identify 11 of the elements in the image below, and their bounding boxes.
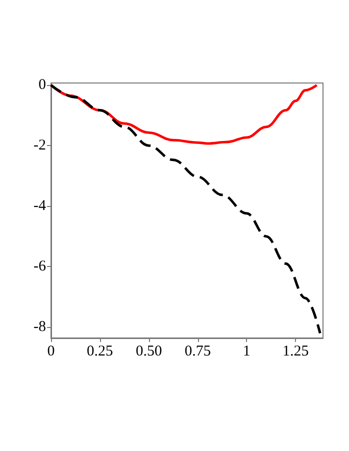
x-tick-label: 0.50 xyxy=(136,344,162,360)
x-tick-label: 0.75 xyxy=(184,344,211,360)
y-tick-label: -6 xyxy=(34,258,46,275)
x-tick-label: 1.25 xyxy=(282,344,309,360)
line-series xyxy=(50,84,322,334)
x-tick-label: 1 xyxy=(242,344,250,360)
y-tick-label: -4 xyxy=(34,198,46,214)
y-tick-label: 0 xyxy=(38,77,46,94)
x-tick-label: 0.25 xyxy=(86,344,114,360)
y-tick-label: -2 xyxy=(34,138,46,154)
y-tick-label: -8 xyxy=(34,319,46,336)
